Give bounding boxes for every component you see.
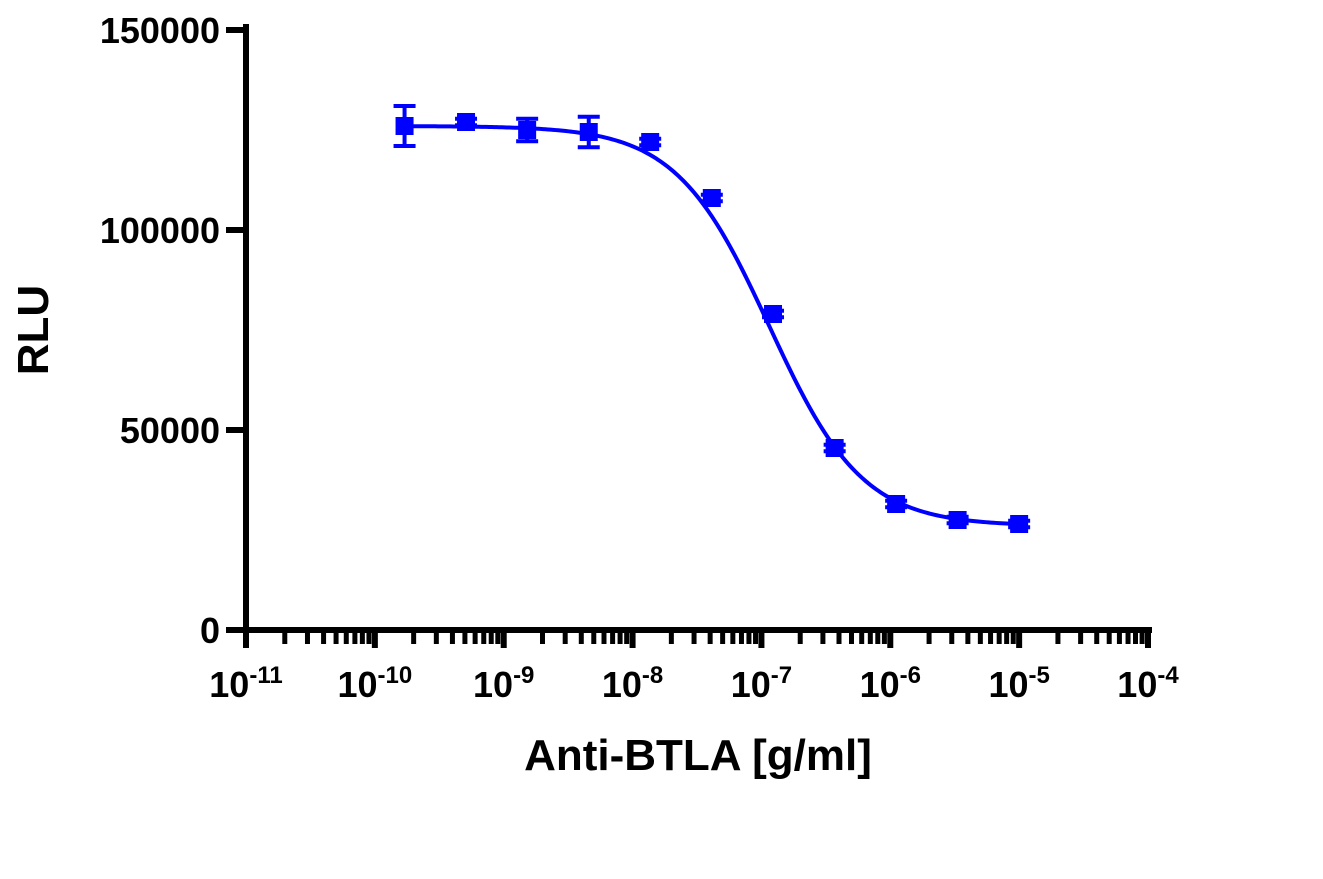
y-tick-label: 0 — [200, 610, 220, 651]
x-tick-label: 10-8 — [602, 662, 663, 705]
data-points — [393, 104, 1031, 533]
y-tick-label: 100000 — [100, 210, 220, 251]
data-point — [577, 114, 600, 150]
axes — [243, 24, 1152, 633]
data-marker — [1010, 515, 1029, 533]
data-marker — [579, 123, 598, 141]
y-tick-label: 150000 — [100, 10, 220, 51]
data-marker — [702, 189, 721, 207]
x-axis-ticks: 10-11 10-10 10-9 10-8 10-7 10-6 10-5 10-4 — [209, 630, 1179, 705]
data-marker — [825, 439, 844, 457]
fit-curve — [404, 124, 1020, 527]
data-marker — [457, 113, 476, 131]
data-point — [455, 113, 478, 131]
data-marker — [641, 133, 660, 151]
x-tick-label: 10-5 — [988, 662, 1049, 705]
fit-curve-group — [404, 124, 1020, 527]
data-point — [393, 104, 416, 148]
data-point — [639, 133, 662, 151]
data-marker — [395, 117, 414, 135]
y-tick-label: 50000 — [120, 410, 220, 451]
data-point — [1008, 515, 1031, 533]
y-axis-title: RLU — [9, 285, 58, 375]
x-tick-label: 10-11 — [209, 662, 282, 705]
data-point — [885, 495, 908, 513]
data-marker — [764, 305, 783, 323]
data-point — [946, 511, 969, 529]
data-point — [823, 439, 846, 457]
x-tick-label: 10-9 — [473, 662, 534, 705]
x-axis-title: Anti-BTLA [g/ml] — [524, 731, 872, 780]
data-point — [516, 116, 539, 144]
x-tick-label: 10-4 — [1117, 662, 1179, 705]
x-tick-label: 10-10 — [337, 662, 412, 705]
y-axis-ticks: 0 50000 100000 150000 — [100, 10, 246, 651]
data-marker — [887, 495, 906, 513]
data-point — [762, 305, 785, 323]
x-tick-label: 10-7 — [731, 662, 792, 705]
data-point — [700, 189, 723, 207]
data-marker — [518, 121, 537, 139]
x-tick-label: 10-6 — [860, 662, 921, 705]
data-marker — [948, 511, 967, 529]
